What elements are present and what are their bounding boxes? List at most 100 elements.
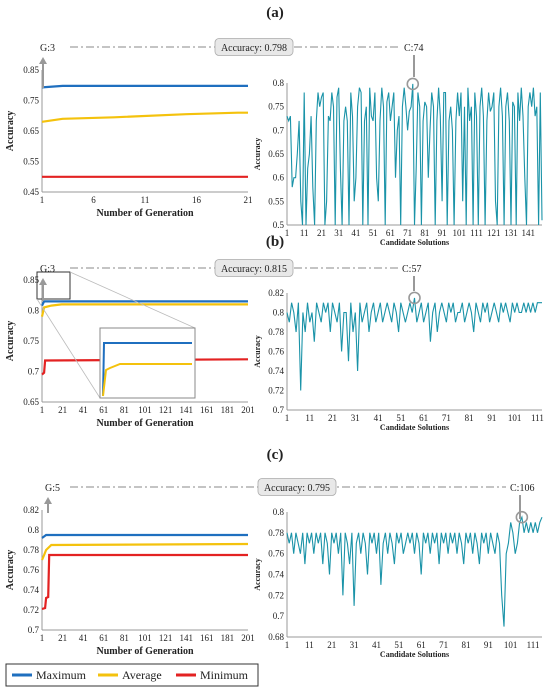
y-axis-label: Accuracy [253,558,262,590]
highlight-marker [406,77,420,91]
x-axis-label: Candidate Solutions [380,650,449,659]
x-tick-label: 31 [351,413,360,423]
generation-label: G:3 [40,264,55,275]
accuracy-box [214,38,294,56]
x-tick-label: 111 [531,413,544,423]
candidate-label: C:74 [404,43,423,54]
x-tick-label: 81 [120,633,129,643]
y-tick-label: 0.74 [23,585,39,595]
accuracy-label: Accuracy: 0.798 [221,43,287,54]
x-tick-label: 31 [334,228,343,238]
legend-label: Maximum [36,668,87,682]
y-tick-label: 0.8 [28,525,40,535]
x-tick-label: 31 [350,640,359,650]
legend: Maximum Average Minimum [5,663,259,687]
y-tick-label: 0.82 [23,505,39,515]
x-tick-label: 161 [200,633,214,643]
y-axis-label: Accuracy [253,335,262,367]
series-line-minimum [41,553,248,611]
inset-max-line [102,342,192,397]
x-tick-label: 141 [179,405,193,415]
x-tick-label: 1 [40,405,45,415]
x-tick-label: 61 [419,413,428,423]
legend-item-average: Average [98,668,162,682]
x-tick-label: 71 [442,413,451,423]
x-tick-label: 41 [79,405,88,415]
series-line-accuracy [286,83,543,226]
series-line-accuracy [286,297,542,391]
annotation-b: G:3 Accuracy: 0.815 C:57 [39,259,421,301]
y-tick-label: 0.5 [273,220,285,230]
series-line-maximum [41,84,248,89]
x-tick-label: 21 [328,413,337,423]
y-axis-label: Accuracy [253,138,262,170]
x-tick-label: 121 [159,405,173,415]
x-axis-label: Number of Generation [96,208,193,219]
y-tick-label: 0.75 [23,96,39,106]
x-tick-label: 51 [396,413,405,423]
x-tick-label: 16 [192,195,202,205]
panel-label-b: (b) [266,234,284,250]
candidate-label: C:106 [510,483,534,494]
x-tick-label: 71 [403,228,412,238]
x-tick-label: 1 [285,228,290,238]
y-tick-label: 0.76 [268,549,284,559]
x-tick-label: 141 [521,228,535,238]
y-tick-label: 0.7 [273,125,285,135]
inset-avg-line [102,363,192,397]
y-tick-label: 0.7 [28,625,40,635]
y-tick-label: 0.75 [268,102,284,112]
x-tick-label: 11 [305,413,314,423]
x-tick-label: 41 [79,633,88,643]
y-axis-label: Accuracy [5,321,16,362]
x-tick-label: 1 [40,633,45,643]
series-line-average [41,111,248,123]
y-tick-label: 0.72 [268,386,284,396]
x-tick-label: 201 [241,405,255,415]
x-tick-label: 181 [221,405,235,415]
x-axis-label: Number of Generation [96,646,193,657]
x-tick-label: 101 [508,413,522,423]
panel-label-a: (a) [266,5,284,21]
panel-label-c: (c) [267,447,284,463]
x-tick-label: 131 [504,228,518,238]
x-tick-label: 121 [487,228,501,238]
arrow-head [39,278,47,285]
x-axis-label: Candidate Solutions [380,423,449,432]
y-tick-label: 0.82 [268,288,284,298]
x-tick-label: 51 [369,228,378,238]
x-tick-label: 21 [58,633,67,643]
candidate-label: C:57 [402,264,421,275]
arrow-head [39,57,47,64]
y-axis-label: Accuracy [5,550,16,591]
x-tick-label: 6 [91,195,96,205]
chart-6: 0.680.70.720.740.760.780.81 11 21 31 41 51 61 7… [253,507,543,659]
y-tick-label: 0.76 [268,347,284,357]
x-tick-label: 101 [138,405,152,415]
x-tick-label: 11 [300,228,309,238]
y-tick-label: 0.85 [23,65,39,75]
x-tick-label: 61 [99,633,108,643]
accuracy-box [257,478,337,496]
y-tick-label: 0.8 [28,306,40,316]
generation-label: G:3 [40,43,55,54]
y-tick-label: 0.7 [28,367,40,377]
legend-item-maximum: Maximum [12,668,87,682]
y-tick-label: 0.6 [273,173,285,183]
annotation-a: G:3 Accuracy: 0.798 C:74 [39,38,423,88]
chart-2: 0.50.550.60.650.70.750.81 11 21 31 41 51 61 71 8… [253,77,543,247]
y-tick-label: 0.55 [23,157,39,167]
y-axis-label: Accuracy [5,111,16,152]
zoom-connector [36,298,101,399]
y-tick-label: 0.7 [273,405,285,415]
x-tick-label: 91 [487,413,496,423]
y-tick-label: 0.78 [268,528,284,538]
x-tick-label: 1 [285,640,290,650]
x-tick-label: 91 [438,228,447,238]
y-tick-label: 0.55 [268,196,284,206]
x-tick-label: 61 [417,640,426,650]
x-tick-label: 41 [351,228,360,238]
chart-4: 0.70.720.740.760.780.80.821 11 21 31 41 51 61 7… [253,288,544,432]
